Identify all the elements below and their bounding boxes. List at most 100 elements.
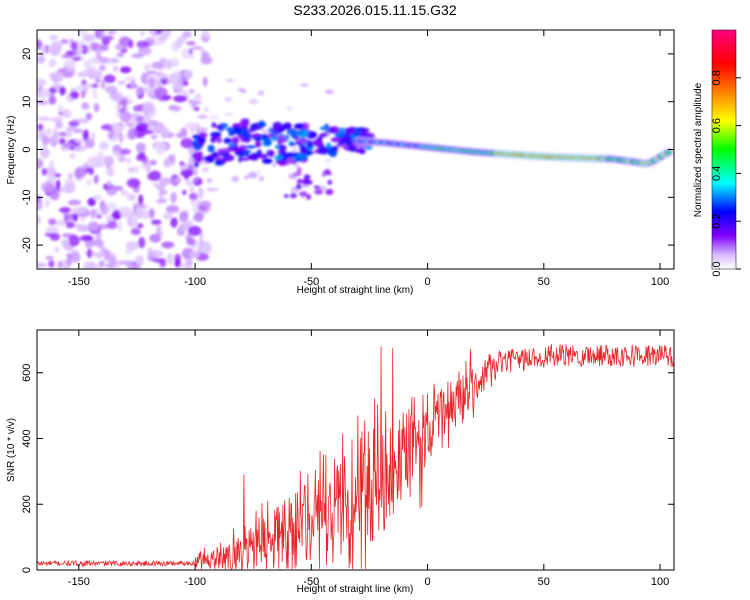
figure-title: S233.2026.015.11.15.G32 [293,2,457,18]
spectrogram-blob [162,190,168,195]
spectrogram-blob [48,260,55,268]
spectrogram-blob [665,150,672,155]
spectrogram-blob [86,156,100,168]
spectrogram-blob [132,105,142,112]
spectrogram-blob [135,255,144,265]
spectrogram-blob [95,214,102,219]
spectrogram-blob [65,221,75,229]
spectrogram-blob [105,262,115,269]
spectrogram-blob [126,178,141,188]
colorbar-label: Normalized spectral amplitude [693,82,704,217]
spectrogram-blob [135,87,143,96]
spectrogram-blob [200,56,213,65]
spectrogram-blob [55,179,61,191]
spectrogram-blob [206,178,213,183]
spectrogram-blob [228,131,236,136]
spectrogram-x-tick-label: 100 [651,276,669,288]
spectrogram-blob [39,47,46,57]
spectrogram-blob [156,199,167,204]
spectrogram-blob [179,161,185,166]
spectrogram-y-tick-label: 20 [21,48,33,60]
spectrogram-x-tick-label: -100 [184,276,206,288]
spectrogram-blob [294,158,304,162]
spectrogram-blob [248,171,258,179]
spectrogram-blob [117,220,123,232]
spectrogram-blob [180,262,185,269]
spectrogram-blob [48,59,57,68]
snr-x-tick-label: 50 [538,576,550,588]
colorbar-tick-label: 0.8 [711,70,723,85]
spectrogram-blob [354,149,366,154]
spectrogram-blob [143,63,151,72]
snr-x-tick-label: -50 [303,576,319,588]
spectrogram-blob [66,126,77,131]
spectrogram-blob [125,122,136,128]
spectrogram-blob [184,179,193,187]
spectrogram-blob [163,127,170,139]
spectrogram-blob [37,199,43,211]
spectrogram-blob [70,251,81,263]
spectrogram-blob [41,168,48,176]
spectrogram-blob [235,123,243,127]
colorbar-tick-label: 0.0 [711,261,723,276]
spectrogram-blob [138,194,144,205]
spectrogram-blob [140,210,152,219]
spectrogram-blob [201,30,210,39]
spectrogram-blob [203,107,210,113]
spectrogram-blob [153,142,168,152]
spectrogram-blob [106,187,117,196]
spectrogram-blob [85,112,93,121]
spectrogram-blob [225,78,236,83]
spectrogram-blob [186,237,196,246]
spectrogram-blob [271,135,278,141]
spectrogram-blob [224,112,234,116]
spectrogram-blob [77,46,84,52]
spectrogram-blob [130,79,136,90]
spectrogram-blob [57,260,63,269]
spectrogram-blob [296,167,302,174]
spectrogram-blob [180,137,194,149]
spectrogram-blob [189,250,201,258]
snr-x-tick-label: 100 [651,576,669,588]
spectrogram-blob [105,85,118,94]
spectrogram-blob [226,127,236,132]
spectrogram-blob [180,169,194,177]
spectrogram-blob [50,116,63,123]
spectrogram-blob [186,222,193,227]
spectrogram-blob [269,149,274,158]
spectrogram-blob [268,127,273,133]
spectrogram-blob [174,81,184,92]
spectrogram-blob [257,90,265,96]
spectrogram-blob [248,98,259,105]
spectrogram-blob [100,35,114,41]
spectrogram-blob [243,175,249,180]
spectrogram-blob [199,240,205,250]
spectrogram-blob [48,135,60,146]
spectrogram-blob [111,210,122,220]
spectrogram-blob [151,219,162,226]
spectrogram-blob [98,64,106,71]
spectrogram-blob [80,44,89,55]
snr-x-tick-label: -100 [184,576,206,588]
spectrogram-blob [207,144,215,153]
spectrogram-blob [242,133,252,138]
spectrogram-blob [59,207,72,214]
spectrogram-blob [317,147,330,155]
spectrogram-blob [103,74,116,84]
spectrogram-blob [145,167,151,173]
spectrogram-blob [50,41,63,53]
spectrogram-blob [241,89,247,94]
spectrogram-y-tick-label: 0 [21,146,33,152]
spectrogram-blob [303,174,311,181]
colorbar-gradient [711,29,737,270]
spectrogram-blob [178,72,184,85]
spectrogram-blob [48,160,55,168]
spectrogram-x-tick-label: -150 [68,276,90,288]
spectrogram-blob [149,170,162,182]
spectrogram-blob [112,144,122,152]
spectrogram-blob [184,122,198,129]
spectrogram-blob [206,187,214,192]
spectrogram-blob [278,144,287,152]
